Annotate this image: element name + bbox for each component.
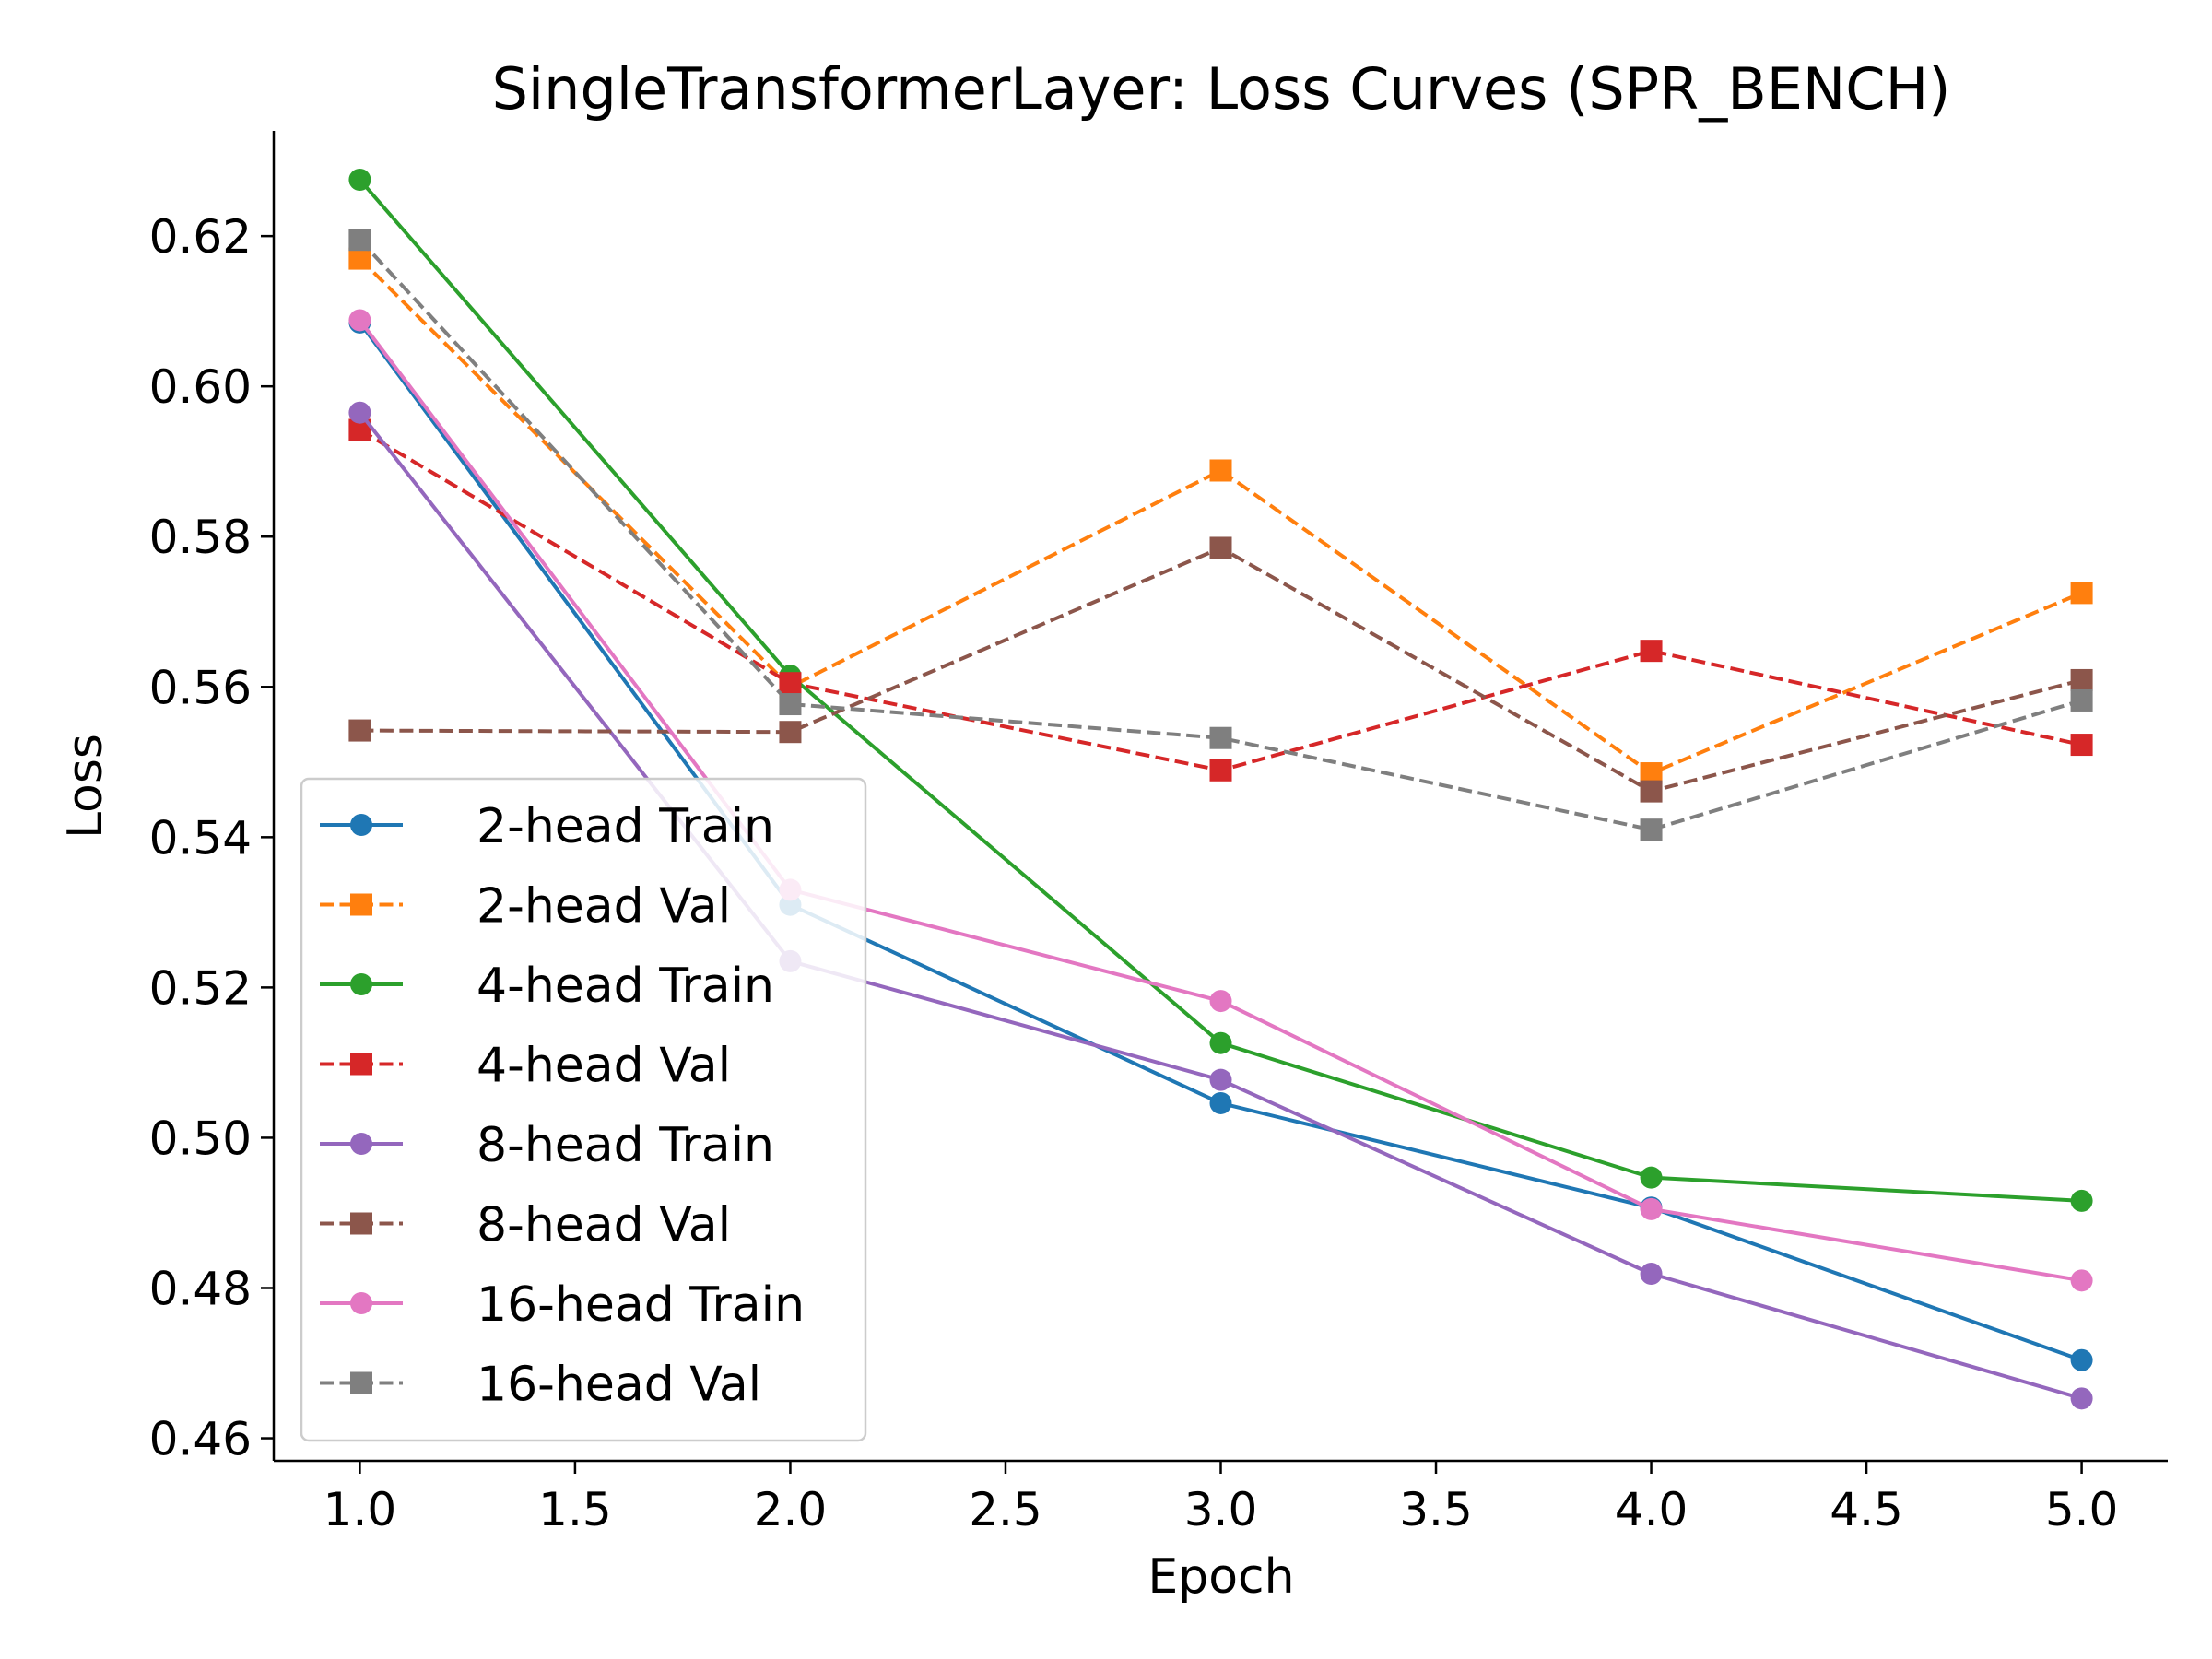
data-point <box>2070 582 2093 605</box>
data-point <box>348 309 371 332</box>
data-point <box>1209 726 1232 749</box>
data-point <box>1640 780 1663 803</box>
data-point <box>1209 1068 1232 1091</box>
series-line <box>358 238 2083 832</box>
data-point <box>348 168 371 191</box>
data-point <box>2070 1189 2093 1212</box>
y-tick-label: 0.60 <box>149 360 252 414</box>
x-tick-label: 1.0 <box>324 1483 397 1536</box>
legend-label: 4-head Val <box>477 1039 731 1094</box>
legend-marker <box>350 1292 372 1314</box>
data-point <box>2070 1348 2093 1371</box>
y-tick-label: 0.58 <box>149 511 252 564</box>
x-tick-label: 3.0 <box>1184 1483 1258 1536</box>
data-point <box>1640 640 1663 663</box>
data-point <box>779 672 802 695</box>
legend-label: 2-head Val <box>477 879 731 935</box>
data-point <box>2070 1269 2093 1292</box>
y-axis-label: Loss <box>58 734 113 839</box>
legend-item-8-head-val: 8-head Val <box>320 1198 731 1253</box>
y-tick-label: 0.56 <box>149 661 252 714</box>
data-point <box>348 719 371 742</box>
legend-item-4-head-train: 4-head Train <box>320 959 774 1014</box>
legend-marker <box>350 973 372 995</box>
legend-label: 16-head Train <box>477 1277 805 1333</box>
legend-item-2-head-val: 2-head Val <box>320 879 731 935</box>
data-point <box>1209 459 1232 482</box>
data-point <box>1209 759 1232 782</box>
legend-marker <box>350 1371 372 1394</box>
plot-area <box>348 168 2093 1410</box>
y-tick-label: 0.48 <box>149 1262 252 1315</box>
data-point <box>2070 734 2093 757</box>
legend-label: 2-head Train <box>477 799 774 854</box>
legend-marker <box>350 814 372 836</box>
data-point <box>1640 1263 1663 1286</box>
legend-label: 16-head Val <box>477 1358 761 1413</box>
data-point <box>1209 1031 1232 1054</box>
data-point <box>2070 668 2093 691</box>
x-tick-label: 2.0 <box>754 1483 828 1536</box>
data-point <box>1640 818 1663 841</box>
y-tick-label: 0.46 <box>149 1413 252 1466</box>
chart-title: SingleTransformerLayer: Loss Curves (SPR… <box>492 55 1951 123</box>
series-4-head-train <box>348 168 2093 1212</box>
x-axis-label: Epoch <box>1147 1549 1294 1605</box>
data-point <box>1209 536 1232 559</box>
legend-label: 8-head Val <box>477 1198 731 1253</box>
data-point <box>1640 1197 1663 1220</box>
data-point <box>2070 688 2093 712</box>
x-tick-label: 4.0 <box>1615 1483 1688 1536</box>
data-point <box>348 229 371 252</box>
data-point <box>779 693 802 716</box>
data-point <box>1640 1166 1663 1189</box>
series-2-head-val <box>348 247 2093 785</box>
x-tick-label: 4.5 <box>1830 1483 1903 1536</box>
y-tick-label: 0.62 <box>149 210 252 264</box>
y-axis: 0.46 0.48 0.50 0.52 0.54 0.56 0.58 0.60 0.62 <box>149 131 276 1466</box>
legend: 2-head Train 2-head Val 4-head Train 4-head… <box>300 777 867 1442</box>
legend-marker <box>350 1133 372 1155</box>
y-tick-label: 0.52 <box>149 961 252 1015</box>
data-point <box>2070 1387 2093 1410</box>
data-point <box>1209 1091 1232 1114</box>
legend-marker <box>350 1212 372 1235</box>
legend-marker <box>350 893 372 916</box>
legend-box <box>300 777 867 1442</box>
legend-item-8-head-train: 8-head Train <box>320 1118 774 1173</box>
y-tick-label: 0.50 <box>149 1112 252 1165</box>
series-16-head-val <box>348 229 2093 841</box>
legend-marker <box>350 1053 372 1076</box>
series-8-head-val <box>348 536 2093 803</box>
data-point <box>348 401 371 424</box>
x-tick-label: 2.5 <box>969 1483 1042 1536</box>
legend-item-4-head-val: 4-head Val <box>320 1039 731 1094</box>
legend-label: 4-head Train <box>477 959 774 1014</box>
legend-label: 8-head Train <box>477 1118 774 1173</box>
x-tick-label: 1.5 <box>538 1483 612 1536</box>
series-line <box>358 257 2083 775</box>
data-point <box>779 721 802 744</box>
legend-item-2-head-train: 2-head Train <box>320 799 774 854</box>
data-point <box>348 247 371 270</box>
y-tick-label: 0.54 <box>149 811 252 865</box>
legend-item-16-head-train: 16-head Train <box>320 1277 805 1333</box>
x-tick-label: 5.0 <box>2045 1483 2119 1536</box>
x-axis: 1.0 1.5 2.0 2.5 3.0 3.5 4.0 4.5 5.0 <box>274 1459 2168 1536</box>
data-point <box>1209 990 1232 1013</box>
series-4-head-val <box>348 418 2093 782</box>
legend-item-16-head-val: 16-head Val <box>320 1358 761 1413</box>
x-tick-label: 3.5 <box>1399 1483 1473 1536</box>
